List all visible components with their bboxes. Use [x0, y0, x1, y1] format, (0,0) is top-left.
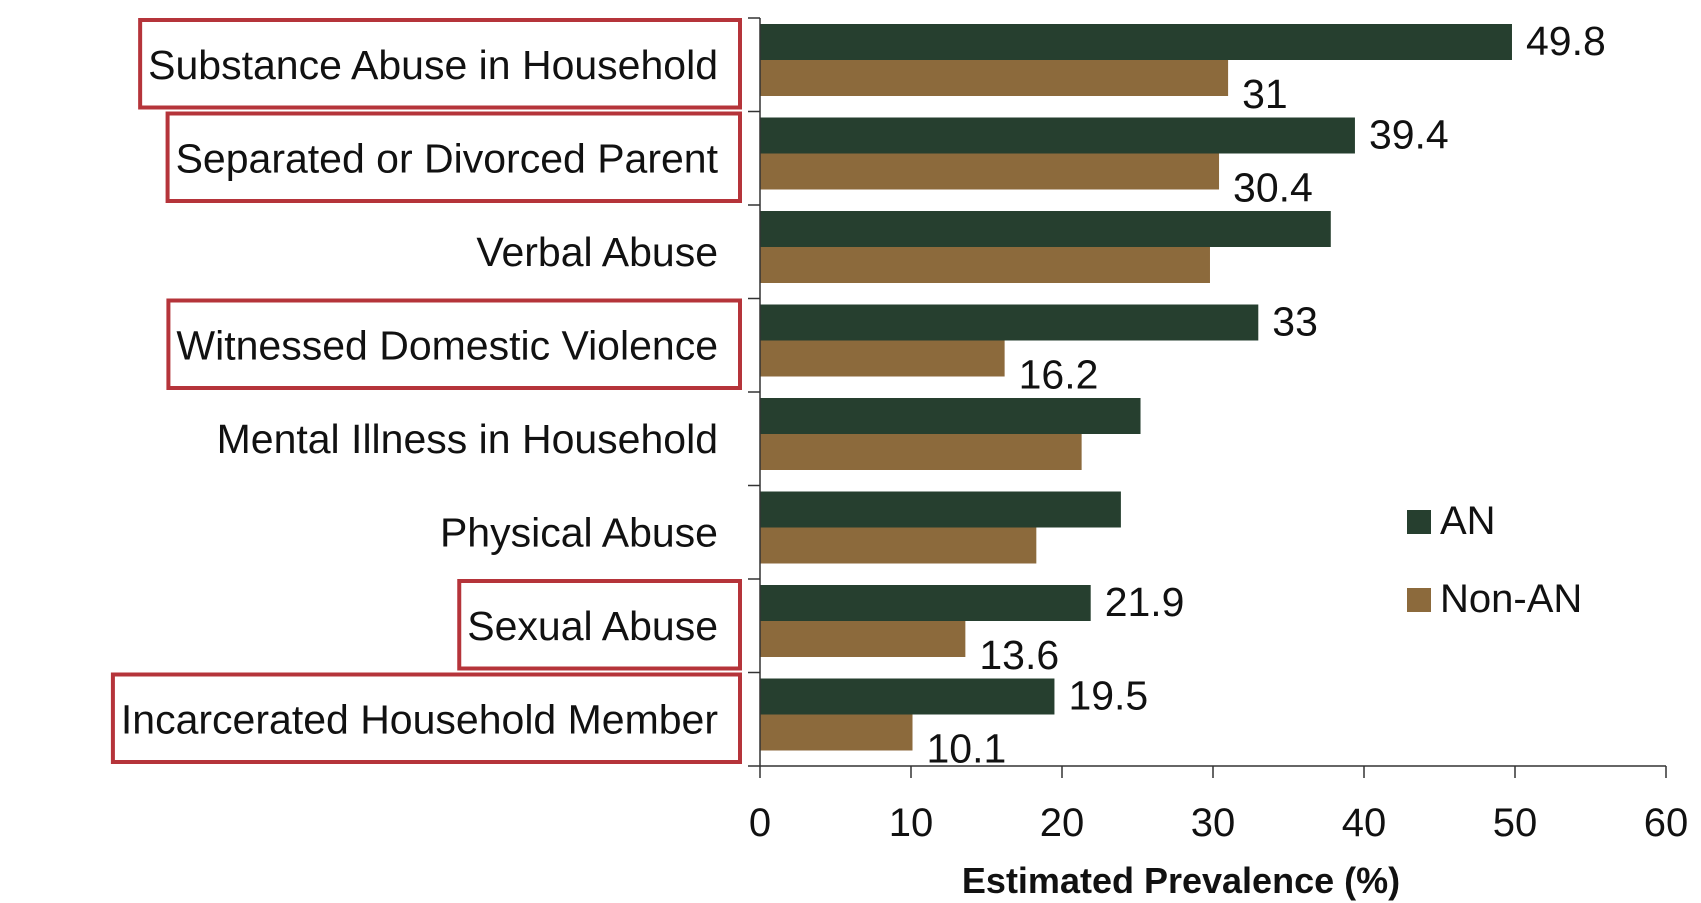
highlight-box-3: [166, 298, 742, 390]
x-tick-label-30: 30: [1191, 801, 1236, 845]
bar-an-7: [760, 678, 1055, 715]
legend-label-non-an: Non-AN: [1440, 577, 1582, 621]
bar-an-4: [760, 398, 1141, 434]
value-label-non-an-1: 30.4: [1233, 165, 1313, 211]
x-tick-label-60: 60: [1644, 801, 1689, 845]
highlight-box-0: [138, 18, 742, 110]
value-label-non-an-6: 13.6: [979, 632, 1059, 678]
bar-an-1: [760, 117, 1355, 154]
bar-non-an-5: [760, 527, 1037, 564]
category-label-1: Separated or Divorced Parent: [176, 135, 719, 181]
bar-non-an-2: [760, 247, 1210, 283]
value-label-an-0: 49.8: [1526, 18, 1606, 64]
bars: [760, 24, 1512, 751]
x-axis-title: Estimated Prevalence (%): [962, 860, 1400, 901]
bar-non-an-0: [760, 60, 1229, 96]
highlight-box-1: [165, 111, 742, 203]
value-label-an-1: 39.4: [1369, 112, 1449, 158]
category-labels: Substance Abuse in Household Separated or…: [121, 42, 719, 743]
category-label-5: Physical Abuse: [440, 509, 718, 555]
bar-an-0: [760, 24, 1512, 60]
highlight-box-7: [110, 672, 742, 764]
value-label-an-7: 19.5: [1068, 673, 1148, 719]
bar-an-2: [760, 211, 1331, 247]
value-label-an-6: 21.9: [1105, 579, 1185, 625]
category-label-6: Sexual Abuse: [467, 603, 718, 649]
x-tick-label-40: 40: [1342, 801, 1387, 845]
category-label-3: Witnessed Domestic Violence: [176, 322, 718, 368]
legend: AN Non-AN: [1407, 499, 1582, 621]
bar-an-6: [760, 585, 1091, 621]
value-label-non-an-0: 31: [1242, 71, 1288, 117]
value-label-an-3: 33: [1272, 299, 1318, 345]
x-tick-label-10: 10: [889, 801, 934, 845]
category-label-7: Incarcerated Household Member: [121, 696, 718, 742]
x-tick-label-20: 20: [1040, 801, 1085, 845]
legend-label-an: AN: [1440, 499, 1496, 543]
axes: 0 10 20 30 40 50 60: [748, 17, 1689, 845]
bar-non-an-6: [760, 621, 966, 657]
value-label-non-an-7: 10.1: [927, 726, 1007, 772]
x-tick-label-50: 50: [1493, 801, 1538, 845]
bar-non-an-3: [760, 340, 1005, 377]
highlight-boxes: [110, 18, 742, 764]
highlight-box-6: [457, 579, 742, 671]
value-labels: 49.8 31 39.4 30.4 33 16.2 21.9 13.619.5 10.1: [927, 18, 1606, 772]
legend-swatch-an: [1407, 510, 1431, 534]
category-label-0: Substance Abuse in Household: [148, 42, 718, 88]
category-label-2: Verbal Abuse: [476, 229, 718, 275]
category-label-4: Mental Illness in Household: [217, 416, 718, 462]
bar-non-an-1: [760, 153, 1220, 190]
bar-non-an-7: [760, 714, 913, 751]
legend-swatch-non-an: [1407, 588, 1431, 612]
bar-non-an-4: [760, 434, 1082, 470]
value-label-non-an-3: 16.2: [1019, 352, 1099, 398]
x-tick-label-0: 0: [749, 801, 771, 845]
bar-an-5: [760, 491, 1121, 528]
bar-an-3: [760, 304, 1259, 341]
